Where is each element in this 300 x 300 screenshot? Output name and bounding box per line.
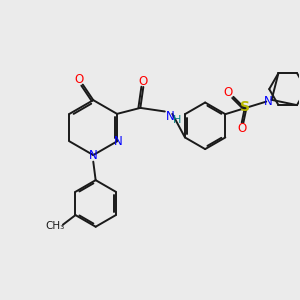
- Text: O: O: [224, 86, 232, 99]
- Text: O: O: [75, 73, 84, 86]
- Text: N: N: [89, 149, 98, 162]
- Text: N: N: [166, 110, 174, 123]
- Text: S: S: [240, 100, 250, 114]
- Text: O: O: [237, 122, 246, 135]
- Text: CH₃: CH₃: [45, 221, 64, 231]
- Text: H: H: [172, 115, 181, 125]
- Text: N: N: [264, 94, 272, 107]
- Text: O: O: [139, 74, 148, 88]
- Text: N: N: [114, 135, 123, 148]
